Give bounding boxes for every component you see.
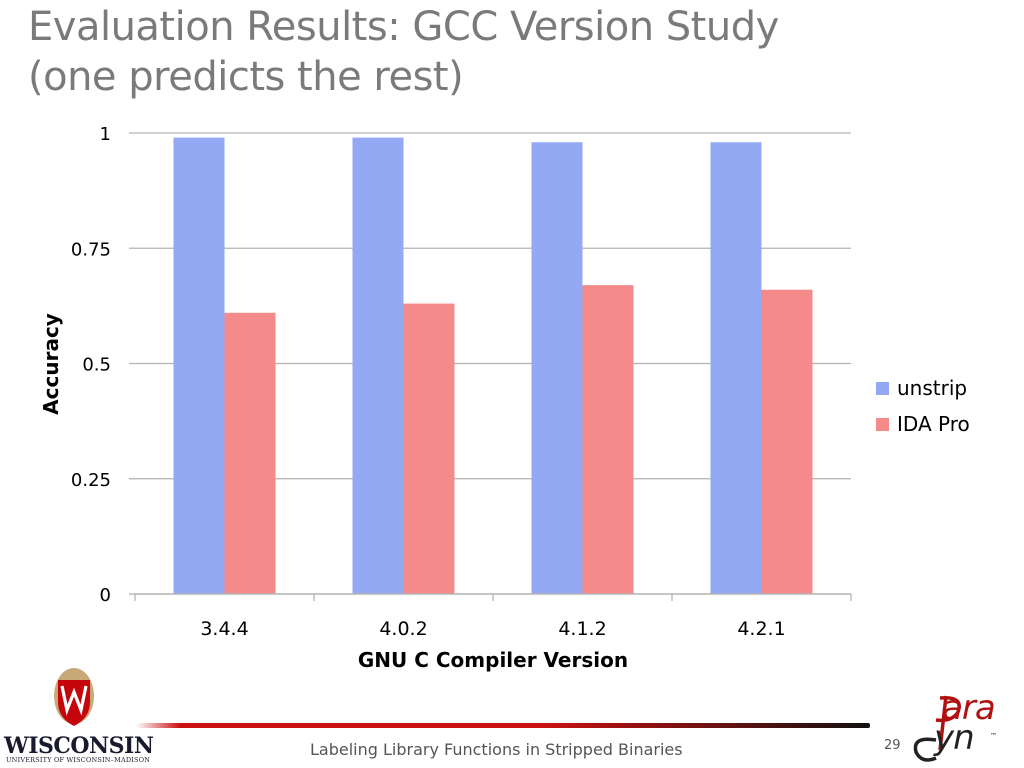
bar-unstrip bbox=[352, 137, 404, 595]
legend-item: unstrip bbox=[876, 370, 970, 406]
page-number: 29 bbox=[884, 738, 901, 753]
legend-label: IDA Pro bbox=[897, 412, 970, 436]
legend-swatch bbox=[876, 417, 889, 431]
bars bbox=[173, 137, 813, 595]
footer-divider bbox=[136, 723, 870, 728]
bar-unstrip bbox=[531, 142, 583, 594]
x-tick-label: 4.2.1 bbox=[737, 618, 785, 640]
y-tick-label: 0 bbox=[100, 585, 111, 606]
y-tick-labels: 0 0.25 0.5 0.75 1 bbox=[71, 124, 111, 606]
x-axis bbox=[134, 593, 852, 601]
footer-text: Labeling Library Functions in Stripped B… bbox=[310, 740, 683, 759]
bar-ida-pro bbox=[403, 303, 455, 594]
slide-title: Evaluation Results: GCC Version Study (o… bbox=[28, 2, 1008, 102]
bar-ida-pro bbox=[761, 289, 813, 594]
x-axis-label: GNU C Compiler Version bbox=[358, 648, 628, 672]
bar-chart: 0 0.25 0.5 0.75 1 3.4.4 4.0.2 4.1.2 4.2.1 GNU C… bbox=[39, 124, 852, 672]
bar-ida-pro bbox=[582, 285, 634, 594]
bar-unstrip bbox=[173, 137, 225, 595]
y-axis-label: Accuracy bbox=[39, 313, 63, 415]
crest-icon bbox=[54, 668, 94, 726]
x-tick-label: 3.4.4 bbox=[200, 618, 248, 640]
x-tick-label: 4.0.2 bbox=[379, 618, 427, 640]
legend-item: IDA Pro bbox=[876, 406, 970, 442]
legend-swatch bbox=[876, 381, 889, 395]
uw-subtitle: UNIVERSITY OF WISCONSIN–MADISON bbox=[6, 756, 151, 764]
y-tick-label: 0.75 bbox=[71, 239, 111, 260]
bar-unstrip bbox=[710, 142, 762, 594]
title-line-2: (one predicts the rest) bbox=[28, 54, 464, 100]
x-tick-labels: 3.4.4 4.0.2 4.1.2 4.2.1 bbox=[200, 618, 785, 640]
paradyn-wordmark-bottom: yn bbox=[934, 718, 975, 758]
paradyn-logo: ara yn ™ bbox=[906, 688, 1024, 768]
paradyn-wordmark-top: ara bbox=[942, 688, 996, 728]
paradyn-trademark: ™ bbox=[990, 732, 997, 740]
title-line-1: Evaluation Results: GCC Version Study bbox=[28, 4, 779, 50]
bar-ida-pro bbox=[224, 312, 276, 594]
uw-wordmark: WISCONSIN bbox=[4, 733, 154, 759]
y-tick-label: 0.5 bbox=[82, 355, 111, 376]
y-tick-label: 1 bbox=[100, 124, 111, 145]
x-tick-label: 4.1.2 bbox=[558, 618, 606, 640]
y-tick-label: 0.25 bbox=[71, 470, 111, 491]
uw-madison-logo: WISCONSIN UNIVERSITY OF WISCONSIN–MADISO… bbox=[0, 666, 154, 766]
legend-label: unstrip bbox=[897, 376, 968, 400]
paradyn-mark-icon bbox=[913, 695, 961, 762]
chart-legend: unstrip IDA Pro bbox=[876, 370, 970, 442]
